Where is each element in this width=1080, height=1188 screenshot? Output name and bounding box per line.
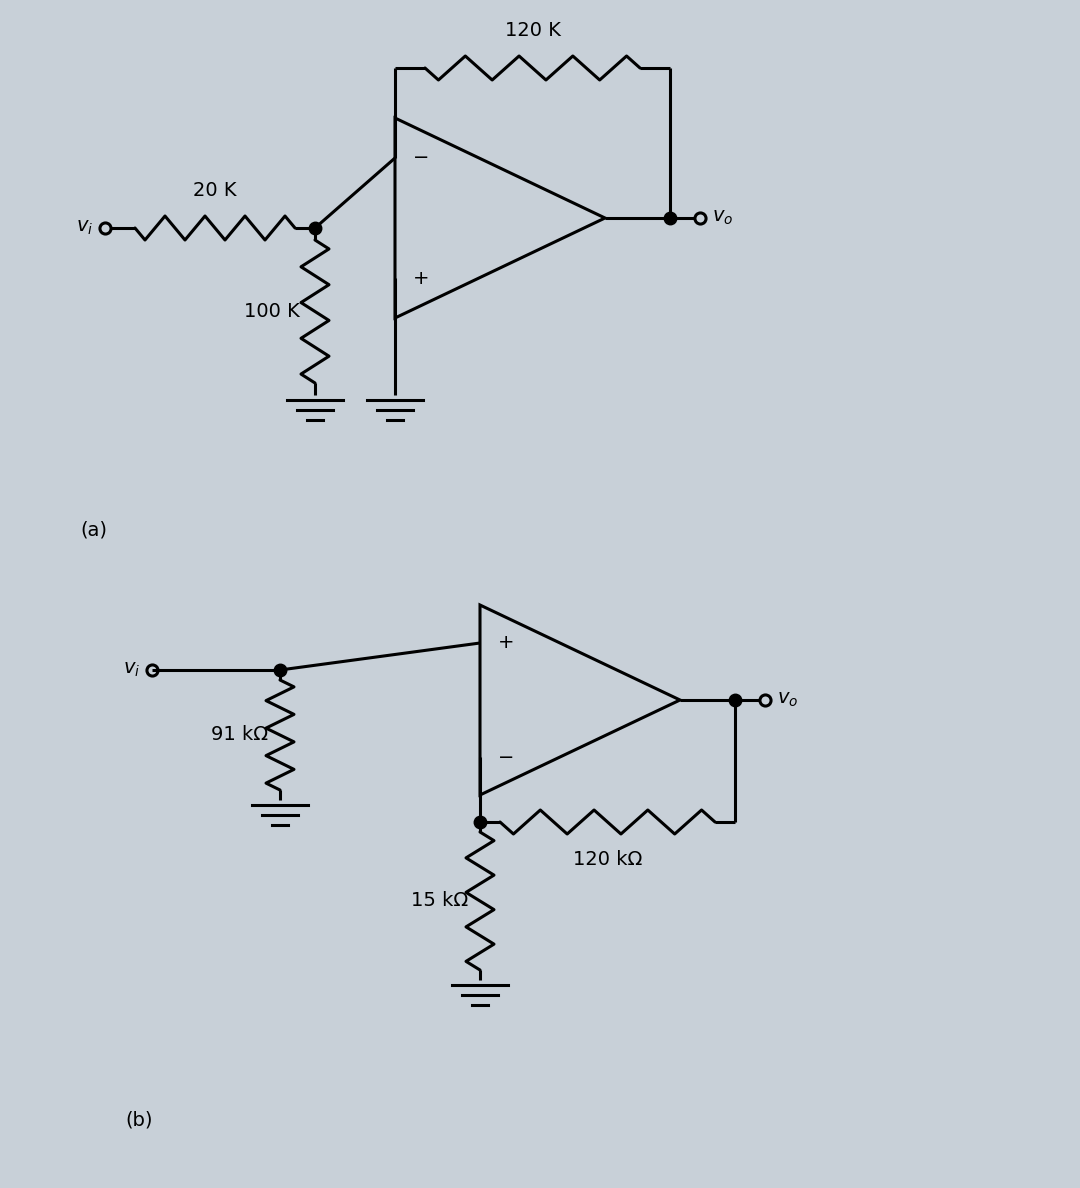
Text: $v_o$: $v_o$ [712, 209, 733, 227]
Text: +: + [413, 268, 430, 287]
Text: $v_i$: $v_i$ [76, 219, 93, 238]
Text: 91 kΩ: 91 kΩ [211, 726, 268, 745]
Text: 15 kΩ: 15 kΩ [410, 891, 468, 910]
Text: (b): (b) [125, 1111, 152, 1130]
Text: −: − [413, 148, 430, 168]
Text: (a): (a) [80, 520, 107, 539]
Text: 120 K: 120 K [504, 21, 561, 40]
Text: 120 kΩ: 120 kΩ [572, 849, 643, 868]
Text: $v_o$: $v_o$ [777, 691, 798, 709]
Text: 20 K: 20 K [193, 181, 237, 200]
Text: $v_i$: $v_i$ [123, 661, 140, 680]
Text: +: + [498, 633, 514, 652]
Text: −: − [498, 747, 514, 766]
Text: 100 K: 100 K [244, 302, 300, 321]
